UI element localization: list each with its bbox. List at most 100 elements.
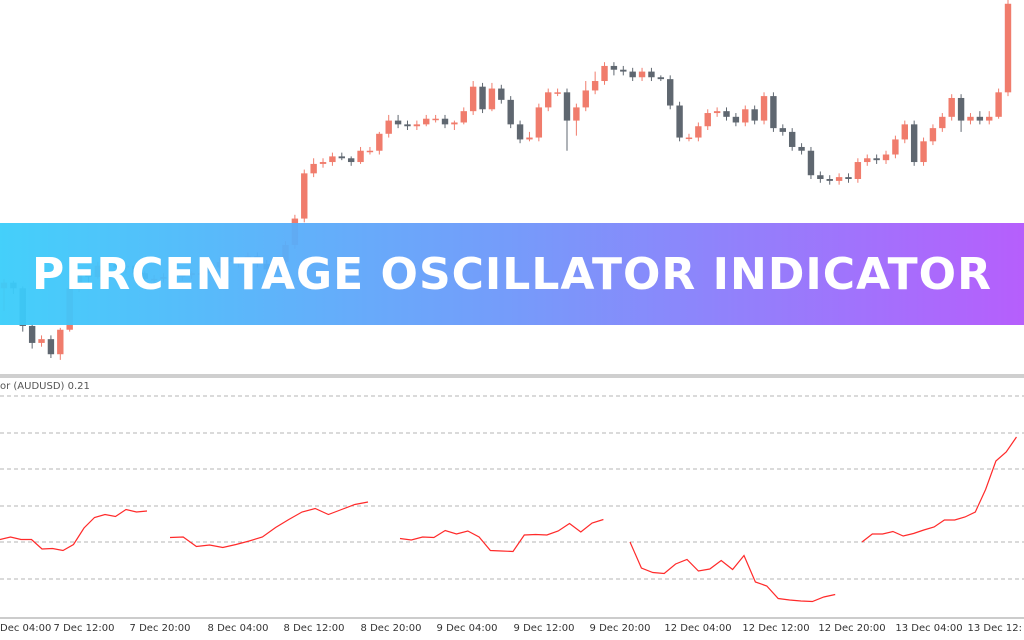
- candle-body: [807, 150, 815, 176]
- candle-body: [47, 339, 55, 355]
- candle-body: [685, 137, 693, 140]
- candle-body: [873, 158, 880, 161]
- candle-body: [526, 137, 533, 140]
- pane-separator[interactable]: [0, 374, 1024, 378]
- candle-body: [535, 107, 543, 138]
- candle-body: [948, 97, 955, 117]
- candle-body: [629, 71, 636, 78]
- candle-body: [826, 179, 833, 181]
- candle-body: [498, 88, 505, 100]
- candle-body: [310, 163, 317, 174]
- time-axis-tick-label: 8 Dec 20:00: [360, 623, 422, 634]
- candle-body: [657, 77, 665, 80]
- candle-body: [648, 71, 655, 78]
- time-axis-tick-label: 9 Dec 12:00: [513, 623, 575, 634]
- osc-series-line: [399, 518, 604, 553]
- candle-body: [394, 120, 402, 125]
- time-axis-tick-label: 12 Dec 20:00: [818, 623, 886, 634]
- time-axis-tick-label: 7 Dec 12:00: [53, 623, 115, 634]
- candle-body: [563, 92, 571, 121]
- candle-body: [413, 124, 421, 127]
- time-axis-tick-label: 12 Dec 04:00: [664, 623, 732, 634]
- candle-body: [695, 126, 702, 138]
- title-banner: PERCENTAGE OSCILLATOR INDICATOR: [0, 223, 1024, 325]
- candle-body: [638, 71, 646, 78]
- time-axis-tick-label: 8 Dec 12:00: [283, 623, 345, 634]
- candle-body: [864, 158, 871, 163]
- time-axis-tick-label: 13 Dec 12:: [967, 623, 1022, 634]
- candle-body: [451, 122, 458, 125]
- candle-body: [329, 156, 336, 163]
- candle-body: [582, 90, 589, 108]
- candle-body: [545, 92, 552, 108]
- candle-body: [591, 81, 599, 91]
- candle-body: [742, 109, 749, 123]
- candle-body: [347, 158, 355, 163]
- osc-series-line: [861, 436, 1017, 543]
- candle-body: [779, 128, 787, 132]
- candle-body: [319, 162, 327, 164]
- candle-body: [939, 116, 946, 129]
- candle-body: [986, 116, 993, 121]
- candle-body: [469, 86, 477, 112]
- osc-series-line: [629, 541, 836, 603]
- candle-body: [301, 173, 308, 219]
- oscillator-chart: [0, 395, 1024, 619]
- time-axis-tick-label: 13 Dec 04:00: [895, 623, 963, 634]
- candle-body: [357, 150, 364, 163]
- candle-body: [798, 146, 805, 151]
- candle-body: [516, 124, 524, 140]
- candle-body: [892, 139, 899, 155]
- banner-title: PERCENTAGE OSCILLATOR INDICATOR: [32, 248, 992, 300]
- candle-body: [38, 339, 45, 343]
- candle-body: [28, 325, 36, 343]
- candle-body: [854, 162, 862, 179]
- time-axis-tick-label: Dec 04:00: [0, 623, 52, 634]
- candle-body: [366, 150, 374, 153]
- candle-body: [610, 65, 618, 70]
- candle-body: [479, 86, 486, 110]
- candle-body: [573, 107, 580, 121]
- candle-body: [423, 118, 430, 125]
- candle-body: [967, 116, 974, 121]
- candle-body: [432, 118, 439, 121]
- candle-body: [601, 65, 608, 82]
- candle-body: [704, 113, 711, 127]
- candle-body: [732, 116, 740, 123]
- candle-body: [788, 131, 796, 147]
- candle-body: [385, 120, 392, 134]
- candle-body: [507, 99, 514, 125]
- candle-body: [976, 116, 984, 121]
- candle-body: [901, 124, 908, 140]
- time-axis-tick-label: 8 Dec 04:00: [207, 623, 269, 634]
- time-axis-tick-label: 7 Dec 20:00: [129, 623, 191, 634]
- osc-series-line: [169, 501, 369, 549]
- candle-body: [882, 154, 890, 161]
- candle-body: [376, 133, 383, 151]
- candle-body: [835, 177, 843, 181]
- candle-body: [713, 111, 721, 114]
- candle-body: [441, 118, 449, 125]
- candle-body: [338, 156, 345, 159]
- candle-body: [488, 88, 496, 110]
- time-axis-tick-label: 9 Dec 04:00: [436, 623, 498, 634]
- candle-body: [760, 96, 768, 121]
- candle-body: [995, 92, 1002, 117]
- time-axis: Dec 04:00 7 Dec 12:00 7 Dec 20:00 8 Dec 04:…: [0, 620, 1024, 640]
- candle-body: [910, 124, 918, 163]
- candle-body: [460, 111, 467, 123]
- candle-body: [620, 69, 627, 72]
- time-axis-tick-label: 9 Dec 20:00: [589, 623, 651, 634]
- candle-body: [751, 109, 758, 121]
- candle-body: [667, 79, 674, 106]
- candle-body: [676, 105, 683, 138]
- candle-body: [770, 96, 777, 129]
- time-axis-tick-label: 12 Dec 12:00: [742, 623, 810, 634]
- candle-body: [57, 329, 64, 355]
- indicator-label: or (AUDUSD) 0.21: [0, 381, 90, 392]
- candle-body: [920, 141, 927, 163]
- candle-body: [554, 92, 561, 94]
- candle-body: [929, 128, 937, 142]
- candle-body: [404, 124, 411, 127]
- candle-body: [957, 97, 965, 121]
